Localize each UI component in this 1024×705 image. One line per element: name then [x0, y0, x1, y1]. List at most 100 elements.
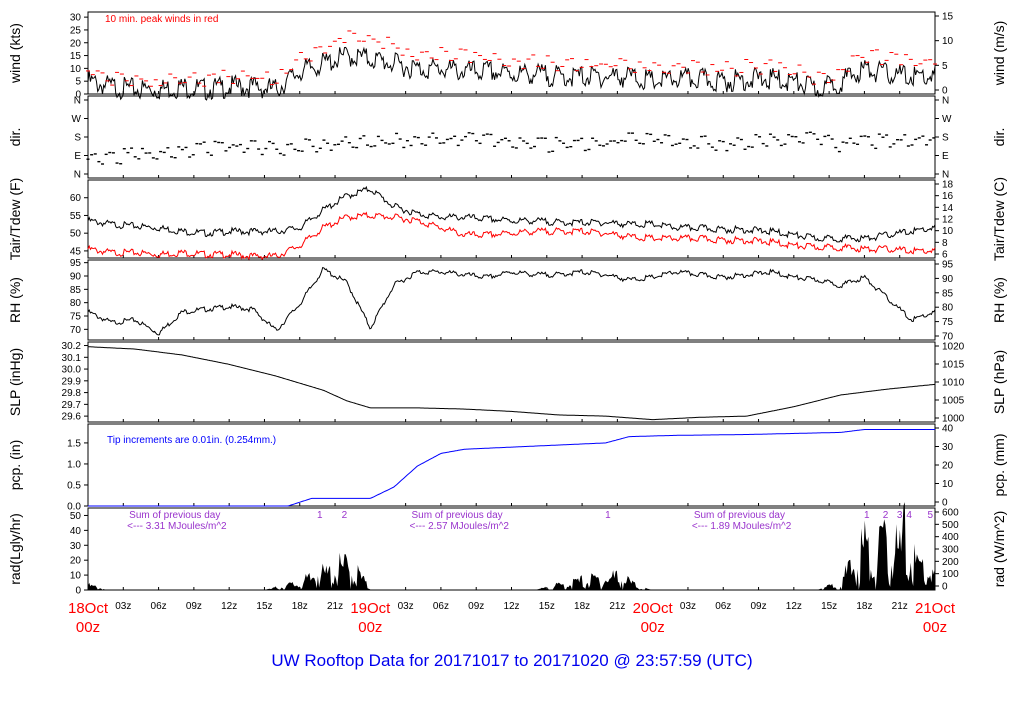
- y-tick-label-right: 300: [942, 545, 959, 556]
- x-tick-label: 21z: [327, 601, 343, 612]
- y-tick-label: 25: [70, 25, 82, 36]
- series-line: [87, 266, 936, 336]
- x-day-label: 20Oct: [633, 600, 674, 617]
- y-tick-label-right: 600: [942, 508, 959, 519]
- radiation-peak-marker: 2: [883, 510, 889, 521]
- y-tick-label: 0.0: [67, 502, 81, 513]
- y-tick-label: 0: [75, 586, 81, 597]
- y-tick-label: 30: [70, 13, 82, 24]
- y-tick-label: 70: [70, 325, 82, 336]
- tip-increment-note: Tip increments are 0.01in. (0.254mm.): [107, 435, 276, 446]
- y-tick-label: 10: [70, 571, 82, 582]
- y-tick-label: 20: [70, 38, 82, 49]
- y-tick-label: 50: [70, 511, 82, 522]
- y-tick-label-right: 40: [942, 424, 954, 435]
- y-tick-label: 30.1: [62, 353, 82, 364]
- radiation-sum-value: <--- 3.31 MJoules/m^2: [127, 521, 227, 532]
- y-axis-label: rad(Lgly/hr): [7, 513, 23, 585]
- y-tick-label: 0: [75, 90, 81, 101]
- y-tick-label-right: 1015: [942, 360, 965, 371]
- x-day-label: 21Oct: [915, 600, 956, 617]
- panel-frame: [87, 259, 936, 341]
- y-tick-label: 30: [70, 541, 82, 552]
- x-tick-label: 15z: [821, 601, 837, 612]
- y-tick-label: 1.0: [67, 459, 81, 470]
- x-tick-label: 09z: [750, 601, 766, 612]
- y-axis-label: Tair/Tdew (F): [7, 178, 23, 260]
- x-tick-label: 06z: [433, 601, 449, 612]
- y-tick-label: 29.6: [62, 412, 82, 423]
- y-tick-label: 10: [70, 64, 82, 75]
- y-axis-label-right: wind (m/s): [991, 21, 1007, 87]
- x-tick-label: 06z: [151, 601, 167, 612]
- y-tick-label: S: [74, 133, 81, 144]
- y-tick-label-right: W: [942, 114, 952, 125]
- y-tick-label-right: 85: [942, 288, 954, 299]
- x-tick-label: 21z: [892, 601, 908, 612]
- y-tick-label-right: 5: [942, 61, 948, 72]
- y-tick-label-right: 400: [942, 532, 959, 543]
- y-tick-label-right: N: [942, 96, 949, 107]
- y-tick-label: 5: [75, 77, 81, 88]
- x-tick-label: 03z: [680, 601, 696, 612]
- y-tick-label: 60: [70, 193, 82, 204]
- y-axis-label: dir.: [7, 128, 23, 147]
- y-tick-label-right: 14: [942, 203, 954, 214]
- y-tick-label-right: 20: [942, 461, 954, 472]
- x-tick-label: 06z: [715, 601, 731, 612]
- x-tick-label: 03z: [398, 601, 414, 612]
- y-tick-label-right: E: [942, 151, 949, 162]
- y-tick-label-right: 10: [942, 36, 954, 47]
- y-tick-label: 0.5: [67, 480, 81, 491]
- y-tick-label: 20: [70, 556, 82, 567]
- x-tick-label: 18z: [574, 601, 590, 612]
- x-tick-label: 09z: [186, 601, 202, 612]
- y-tick-label: 85: [70, 285, 82, 296]
- y-tick-label: 80: [70, 298, 82, 309]
- x-tick-label: 12z: [786, 601, 802, 612]
- y-tick-label: 29.9: [62, 376, 82, 387]
- series-line: [87, 346, 936, 421]
- y-tick-label: 90: [70, 272, 82, 283]
- y-tick-label-right: 70: [942, 332, 954, 343]
- radiation-peak-marker: 5: [928, 510, 934, 521]
- peak-wind-note: 10 min. peak winds in red: [105, 14, 218, 25]
- radiation-sum-label: Sum of previous day: [129, 510, 220, 521]
- radiation-peak-marker: 3: [897, 510, 903, 521]
- series-line: [87, 211, 936, 261]
- y-tick-label-right: 200: [942, 557, 959, 568]
- y-tick-label: N: [74, 170, 81, 181]
- x-tick-label: 03z: [115, 601, 131, 612]
- series-line: [87, 46, 936, 101]
- x-tick-label: 15z: [539, 601, 555, 612]
- y-tick-label-right: N: [942, 170, 949, 181]
- series-line: [88, 429, 935, 507]
- y-axis-label-right: dir.: [991, 128, 1007, 147]
- y-tick-label: 30.2: [62, 341, 82, 352]
- x-tick-label: 21z: [609, 601, 625, 612]
- y-tick-label-right: 10: [942, 479, 954, 490]
- y-tick-label-right: 75: [942, 317, 954, 328]
- y-tick-label-right: 1010: [942, 378, 965, 389]
- y-tick-label-right: 1020: [942, 342, 965, 353]
- radiation-peak-marker: 2: [342, 510, 348, 521]
- y-axis-label-right: SLP (hPa): [991, 350, 1007, 414]
- y-tick-label-right: 0: [942, 498, 948, 509]
- y-axis-label-right: RH (%): [991, 277, 1007, 323]
- y-tick-label: W: [72, 114, 82, 125]
- x-day-time-label: 00z: [358, 619, 382, 636]
- y-tick-label: 45: [70, 246, 82, 257]
- y-tick-label: 55: [70, 211, 82, 222]
- x-day-time-label: 00z: [641, 619, 665, 636]
- y-tick-label-right: 18: [942, 180, 954, 191]
- panel-frame: [87, 341, 936, 423]
- y-tick-label: E: [74, 151, 81, 162]
- y-tick-label-right: 1005: [942, 396, 965, 407]
- x-day-label: 18Oct: [68, 600, 109, 617]
- figure-title: UW Rooftop Data for 20171017 to 20171020…: [271, 651, 752, 670]
- x-tick-label: 18z: [856, 601, 872, 612]
- y-tick-label-right: 0: [942, 86, 948, 97]
- radiation-peak-marker: 1: [864, 510, 870, 521]
- panel-frame: [87, 179, 936, 259]
- y-tick-label: 40: [70, 526, 82, 537]
